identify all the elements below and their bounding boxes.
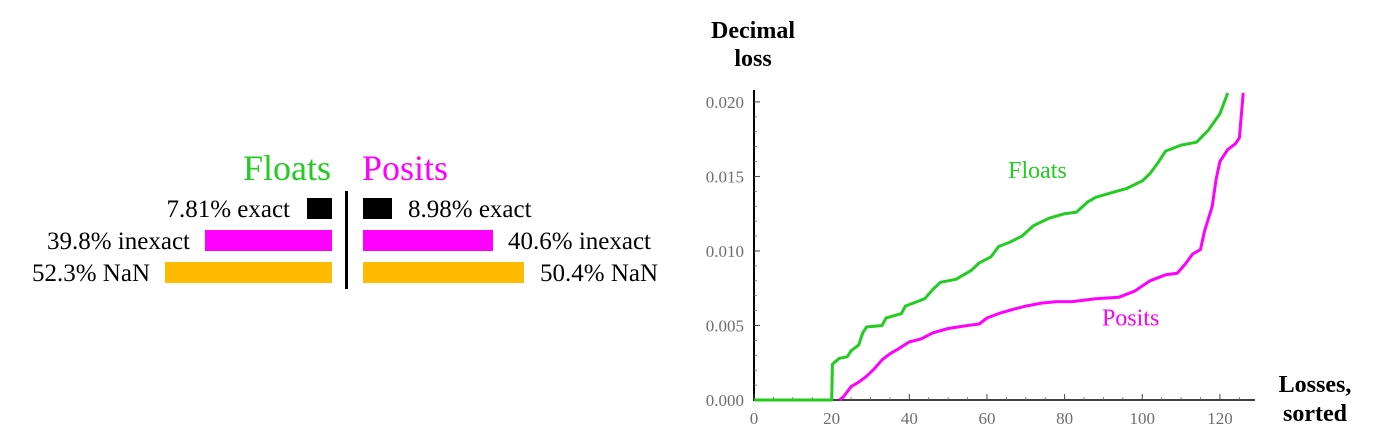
x-tick-label: 100 [1130, 409, 1156, 428]
posits-nan-bar [363, 262, 525, 283]
x-tick-label: 20 [823, 409, 840, 428]
x-tick-label: 0 [750, 409, 759, 428]
y-tick-label: 0.005 [706, 316, 744, 335]
y-tick-label: 0.015 [706, 167, 744, 186]
x-tick-label: 120 [1207, 409, 1233, 428]
center-divider [345, 191, 348, 289]
y-axis-title-line2: loss [734, 46, 771, 72]
floats-exact-bar [307, 198, 332, 219]
floats-inexact-label: 39.8% inexact [46, 228, 190, 255]
series-line-floats [754, 92, 1230, 402]
floats-nan-label: 52.3% NaN [31, 260, 150, 287]
y-tick-label: 0.020 [706, 93, 744, 112]
posits-title: Posits [362, 148, 449, 188]
series-label-posits: Posits [1102, 305, 1159, 331]
posits-exact-label: 8.98% exact [408, 196, 532, 223]
x-tick-label: 40 [901, 409, 918, 428]
x-axis-title-line2: sorted [1283, 401, 1348, 427]
posits-inexact-bar [363, 230, 493, 251]
posits-exact-bar [363, 198, 392, 219]
series-line-posits [838, 92, 1245, 402]
series-label-floats: Floats [1008, 158, 1067, 184]
posits-nan-label: 50.4% NaN [540, 260, 659, 287]
x-axis-title-line1: Losses, [1279, 372, 1352, 398]
floats-nan-bar [164, 262, 332, 283]
floats-exact-label: 7.81% exact [166, 196, 290, 223]
posits-inexact-label: 40.6% inexact [508, 228, 652, 255]
floats-title: Floats [242, 148, 331, 188]
y-tick-label: 0.000 [706, 391, 744, 410]
chart-lines: Floats Posits [754, 92, 1245, 402]
floats-inexact-bar [204, 230, 332, 251]
y-tick-label: 0.010 [706, 242, 744, 261]
y-axis-title-line1: Decimal [711, 18, 795, 44]
chart-axes [753, 90, 1255, 401]
x-tick-label: 80 [1056, 409, 1073, 428]
chart-ticks: 0.000 0.005 0.010 0.015 0.020 0 20 40 60 80 100 120 [706, 93, 1240, 428]
x-tick-label: 60 [978, 409, 995, 428]
